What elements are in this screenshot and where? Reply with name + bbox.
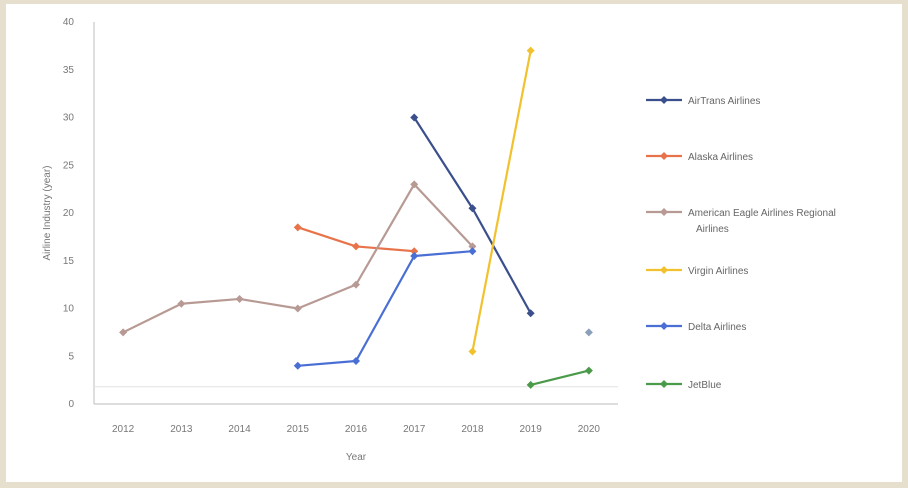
x-tick-label: 2017 [403, 424, 426, 435]
legend-label: AirTrans Airlines [688, 96, 760, 107]
data-point [410, 247, 419, 256]
x-tick-label: 2020 [578, 424, 601, 435]
series-path [530, 369, 590, 386]
data-point [660, 152, 668, 160]
x-tick-label: 2013 [170, 424, 193, 435]
series-line [526, 366, 593, 389]
legend-item: American Eagle Airlines Regional Airlines [646, 208, 836, 235]
y-tick-label: 35 [63, 65, 75, 76]
x-tick-labels: 2012 2013 2014 2015 2016 2017 2018 2019 2020 [112, 424, 600, 435]
legend-label: Virgin Airlines [688, 266, 748, 277]
data-point [660, 322, 668, 330]
data-point [468, 247, 477, 256]
y-tick-label: 40 [63, 17, 75, 28]
y-tick-label: 0 [68, 399, 74, 410]
data-point [468, 242, 477, 251]
legend-label: American Eagle Airlines Regional [688, 208, 836, 219]
data-point [410, 113, 419, 122]
data-point [526, 309, 535, 318]
legend-item: Virgin Airlines [646, 266, 748, 277]
data-point [177, 299, 186, 308]
data-point [352, 242, 360, 251]
x-tick-label: 2014 [228, 424, 251, 435]
series-line [293, 223, 419, 256]
data-point [660, 380, 668, 388]
x-tick-label: 2016 [345, 424, 368, 435]
data-point [352, 357, 360, 366]
y-tick-label: 20 [63, 208, 75, 219]
data-point [410, 251, 419, 260]
data-point [468, 204, 477, 213]
x-tick-label: 2018 [461, 424, 484, 435]
x-tick-label: 2015 [287, 424, 310, 435]
series-line [468, 46, 535, 356]
legend-label: Alaska Airlines [688, 152, 753, 163]
data-point [660, 266, 668, 274]
y-tick-labels: 0 5 10 15 20 25 30 35 40 [63, 17, 75, 410]
legend-label: Delta Airlines [688, 322, 746, 333]
series-group [119, 46, 593, 389]
legend-item: Alaska Airlines [646, 152, 753, 163]
series-line [410, 113, 535, 318]
series-line [293, 247, 477, 370]
x-tick-label: 2019 [520, 424, 543, 435]
data-point [235, 294, 244, 303]
data-point [119, 328, 128, 337]
y-tick-label: 5 [68, 351, 74, 362]
y-tick-label: 10 [63, 304, 75, 315]
data-point [584, 328, 593, 337]
series-line [119, 180, 477, 337]
chart-frame: 0 5 10 15 20 25 30 35 40 2012 2013 2014 2015 2016 201… [6, 4, 902, 482]
series-path [471, 50, 532, 352]
axes [93, 22, 618, 405]
data-point [526, 46, 535, 55]
y-axis-title: Airline Industry (year) [42, 165, 53, 260]
data-point [410, 180, 419, 189]
y-tick-label: 30 [63, 113, 75, 124]
y-tick-label: 15 [63, 256, 75, 267]
legend-item: JetBlue [646, 380, 722, 391]
y-tick-label: 25 [63, 160, 75, 171]
series-path [297, 250, 473, 367]
x-tick-label: 2012 [112, 424, 135, 435]
annotations [584, 328, 593, 337]
x-axis-title: Year [346, 452, 367, 463]
data-point [352, 280, 360, 289]
data-point [468, 347, 477, 356]
legend-label-cont: Airlines [696, 224, 729, 235]
legend-item: AirTrans Airlines [646, 96, 760, 107]
data-point [660, 96, 668, 104]
data-point [584, 366, 593, 375]
legend: AirTrans Airlines Alaska Airlines American… [646, 96, 836, 391]
data-point [526, 380, 535, 389]
data-point [293, 361, 302, 370]
data-point [293, 304, 302, 313]
data-point [293, 223, 302, 232]
legend-label: JetBlue [688, 380, 722, 391]
series-path [413, 116, 532, 314]
legend-item: Delta Airlines [646, 322, 746, 333]
data-point [660, 208, 668, 216]
